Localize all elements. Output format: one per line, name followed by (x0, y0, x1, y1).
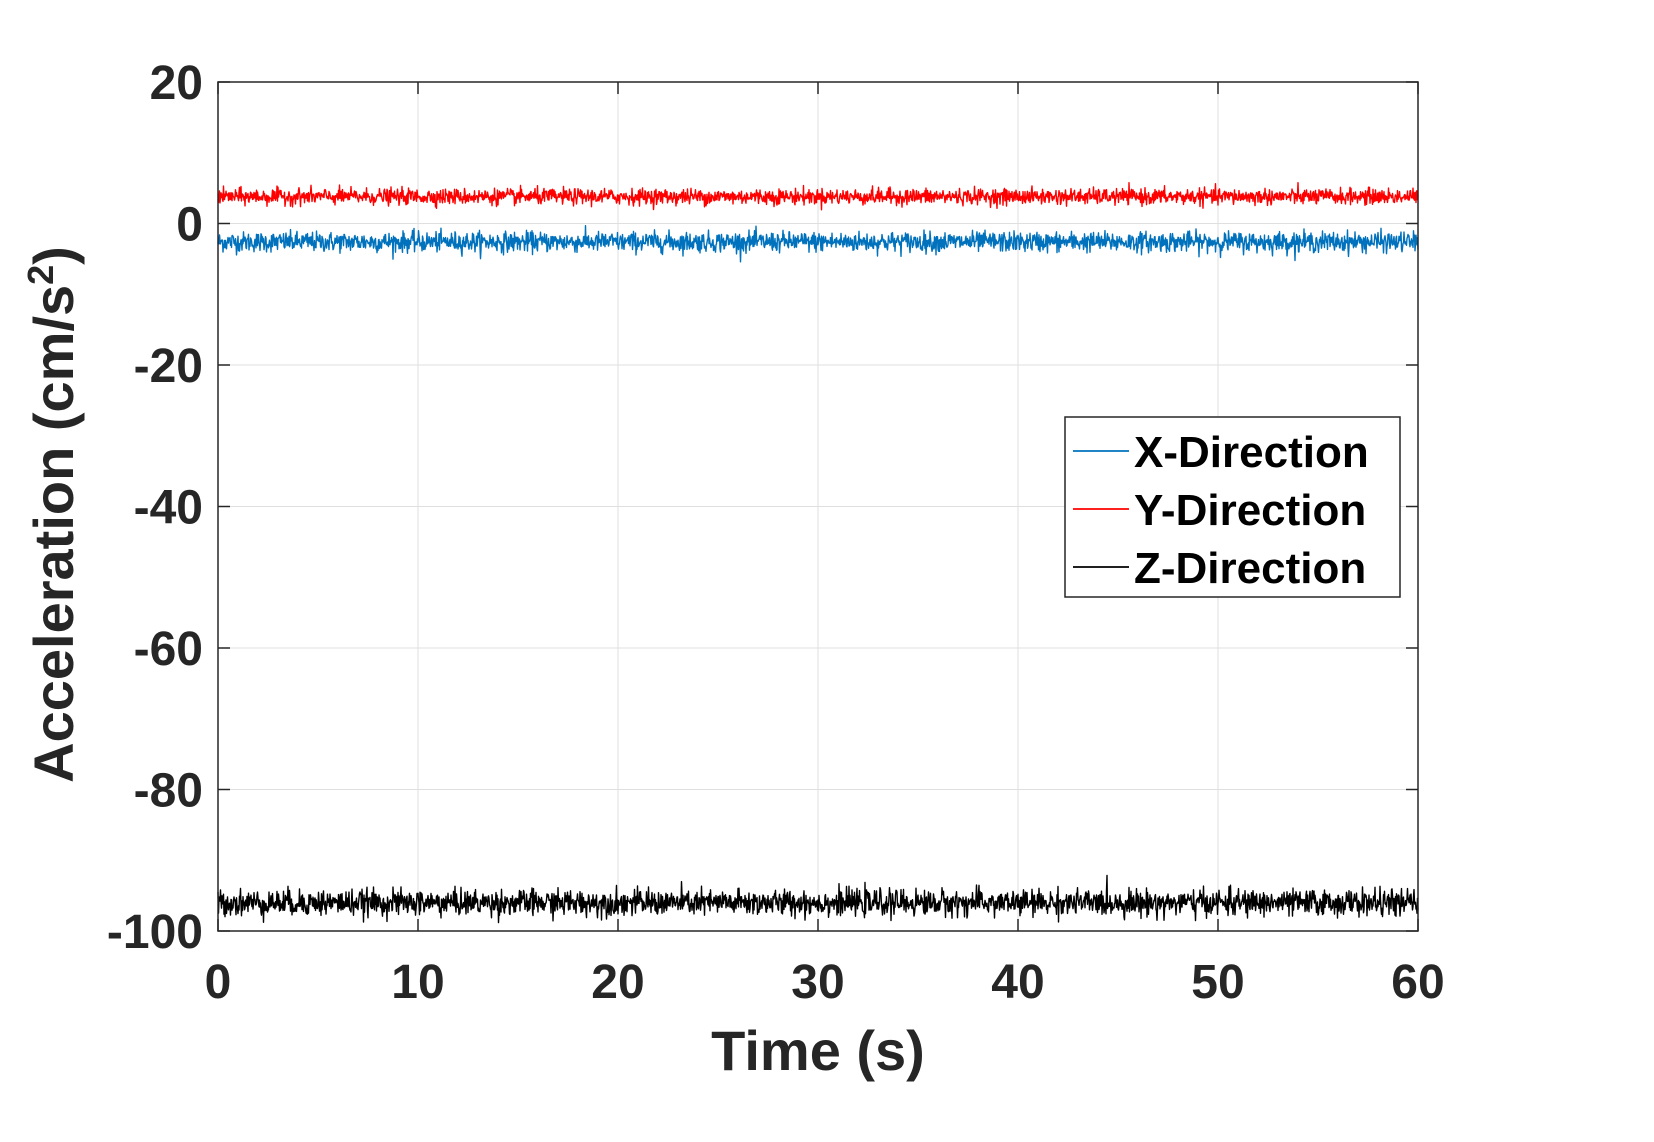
legend: X-Direction Y-Direction Z-Direction (1064, 416, 1401, 598)
x-tick-label: 0 (205, 956, 232, 1009)
legend-label: Z-Direction (1134, 544, 1366, 593)
legend-label: Y-Direction (1134, 486, 1366, 535)
x-tick-label: 40 (991, 956, 1044, 1009)
series-line-z-direction (217, 874, 1419, 924)
x-tick-label: 50 (1191, 956, 1244, 1009)
x-tick-label: 10 (391, 956, 444, 1009)
legend-label: X-Direction (1134, 428, 1369, 477)
y-tick-label: -100 (107, 906, 203, 959)
y-axis-title-close: ) (22, 246, 85, 265)
y-axis-title: Acceleration (cm/s2) (20, 246, 85, 783)
y-tick-label: -80 (134, 765, 203, 818)
y-tick-label: 0 (176, 199, 203, 252)
x-axis-title: Time (s) (711, 1019, 925, 1082)
series-line-x-direction (217, 224, 1419, 263)
axis-ticks (217, 81, 1419, 932)
y-tick-label: 20 (150, 57, 203, 110)
y-tick-labels: 20 0 -20 -40 -60 -80 -100 (107, 57, 203, 959)
y-axis-title-superscript: 2 (20, 265, 61, 285)
y-tick-label: -20 (134, 340, 203, 393)
y-tick-label: -40 (134, 482, 203, 535)
x-tick-label: 20 (591, 956, 644, 1009)
y-tick-label: -60 (134, 623, 203, 676)
x-tick-label: 60 (1391, 956, 1444, 1009)
x-tick-labels: 0 10 20 30 40 50 60 (205, 956, 1445, 1009)
y-axis-title-main: Acceleration (cm/s (22, 285, 85, 783)
series-layer (217, 181, 1419, 924)
series-line-y-direction (217, 181, 1419, 211)
x-tick-label: 30 (791, 956, 844, 1009)
